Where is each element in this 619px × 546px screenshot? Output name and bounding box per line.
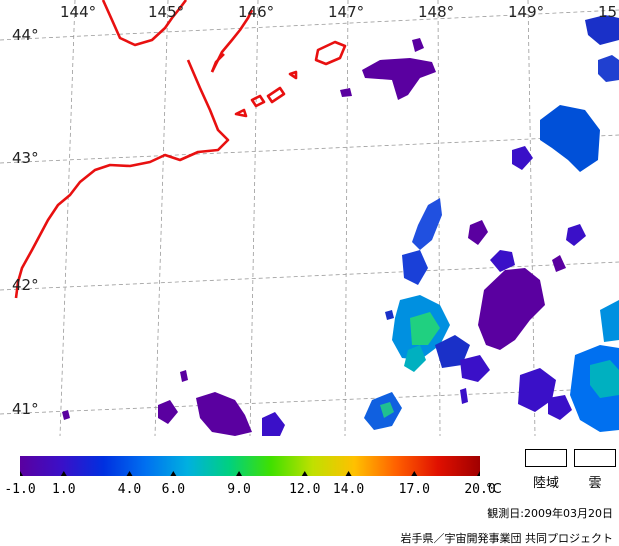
- longitude-label-149: 149°: [508, 5, 544, 20]
- longitude-label-145: 145°: [148, 5, 184, 20]
- latitude-label-44: 44°: [12, 28, 39, 43]
- colorbar-tick-label: 12.0: [289, 482, 320, 497]
- observation-date: 観測日:2009年03月20日: [487, 505, 613, 521]
- longitude-label-144: 144°: [60, 5, 96, 20]
- colorbar-tick-label: 6.0: [162, 482, 185, 497]
- temperature-unit: °C: [486, 482, 502, 497]
- colorbar-tick-label: 9.0: [227, 482, 250, 497]
- land-legend-label: 陸域: [533, 472, 559, 491]
- cloud-legend-swatch: [574, 449, 616, 467]
- longitude-label-147: 147°: [328, 5, 364, 20]
- colorbar-tick-label: 14.0: [333, 482, 364, 497]
- latitude-label-41: 41°: [12, 402, 39, 417]
- latitude-label-42: 42°: [12, 278, 39, 293]
- land-legend-swatch: [525, 449, 567, 467]
- longitude-label-148: 148°: [418, 5, 454, 20]
- longitude-label-146: 146°: [238, 5, 274, 20]
- latitude-label-43: 43°: [12, 151, 39, 166]
- longitude-label-150: 15: [598, 5, 617, 20]
- colorbar-tick-label: 1.0: [52, 482, 75, 497]
- credit-line: 岩手県／宇宙開発事業団 共同プロジェクト: [401, 530, 614, 546]
- colorbar-tick-label: 17.0: [399, 482, 430, 497]
- cloud-legend-label: 雲: [588, 472, 601, 491]
- temperature-colorbar: [20, 456, 480, 476]
- colorbar-tick-label: -1.0: [4, 482, 35, 497]
- colorbar-tick-label: 4.0: [118, 482, 141, 497]
- sea-surface-temperature-map: [0, 0, 619, 436]
